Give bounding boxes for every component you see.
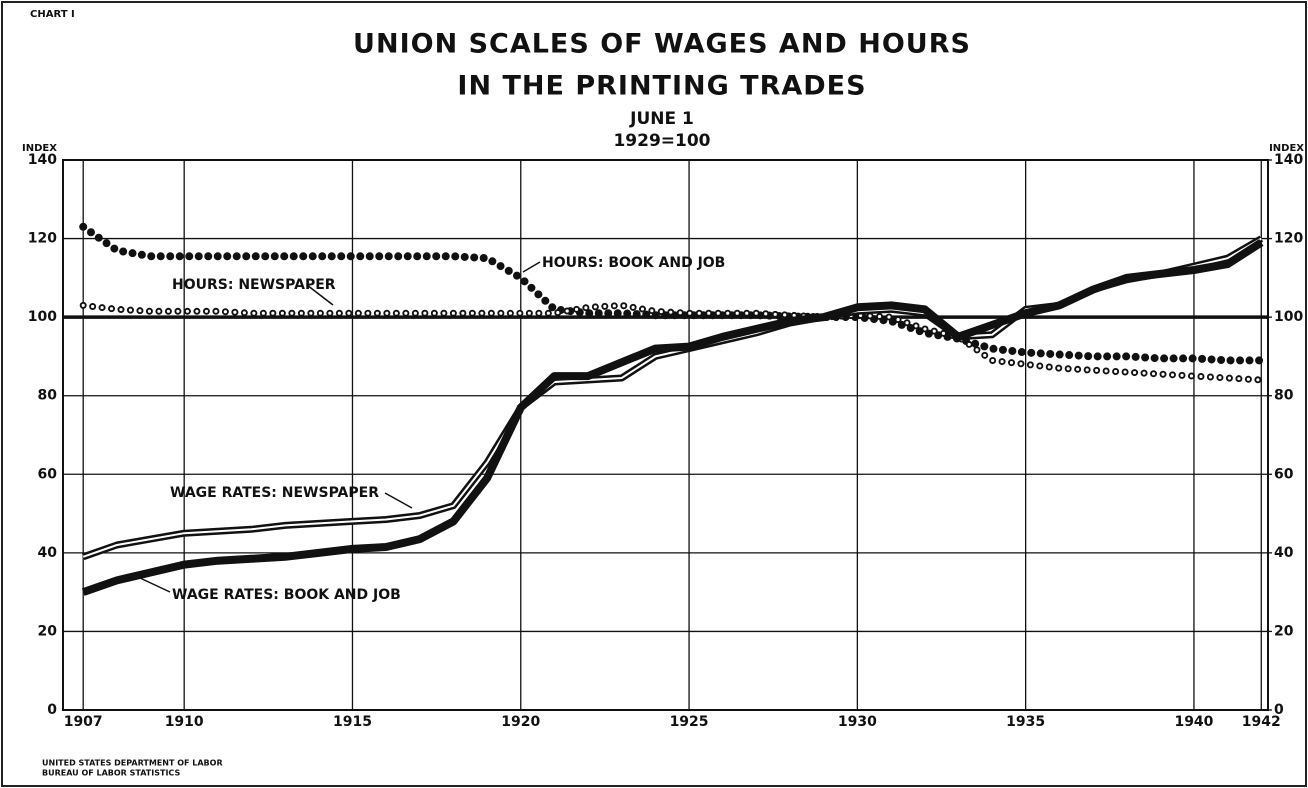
y-axis-label: INDEX [22,143,57,154]
y2-tick-label: 40 [1274,545,1294,561]
y2-tick-label: 120 [1274,231,1303,247]
y-tick-label: 60 [38,466,58,482]
y2-tick-label: 60 [1274,466,1294,482]
series-label: WAGE RATES: BOOK AND JOB [172,587,401,603]
series-line-inner [81,303,1263,382]
y-tick-label: 40 [38,545,58,561]
series-line [81,239,1264,596]
x-tick-label: 1935 [1006,714,1045,730]
y-tick-label: 80 [38,388,58,404]
y2-tick-label: 140 [1274,152,1303,168]
y-tick-label: 140 [28,152,57,168]
annotation-leader [384,492,413,509]
x-tick-label: 1915 [333,714,372,730]
x-tick-label: 1920 [501,714,540,730]
annotation-leader [522,261,541,273]
y-tick-label: 20 [38,623,58,639]
x-tick-label: 1907 [64,714,103,730]
chart-subtitle: JUNE 1 [629,109,694,129]
x-tick-label: 1925 [670,714,709,730]
y2-axis-label: INDEX [1269,143,1304,154]
source: UNITED STATES DEPARTMENT OF LABOR [42,759,223,768]
x-tick-label: 1940 [1174,714,1213,730]
chart-title: IN THE PRINTING TRADES [457,71,866,102]
y2-tick-label: 100 [1274,309,1303,325]
series-label: WAGE RATES: NEWSPAPER [170,485,379,501]
y-tick-label: 120 [28,231,57,247]
chart-label: CHART I [30,9,75,20]
annotation-leader [139,577,171,593]
y-tick-label: 0 [47,702,57,718]
series-label: HOURS: BOOK AND JOB [542,255,725,271]
y2-tick-label: 0 [1274,702,1284,718]
annotation-leader [306,284,334,306]
x-tick-label: 1930 [838,714,877,730]
y2-tick-label: 80 [1274,388,1294,404]
x-tick-label: 1910 [165,714,204,730]
series-label: HOURS: NEWSPAPER [172,277,336,293]
chart-title: UNION SCALES OF WAGES AND HOURS [353,29,971,60]
source: BUREAU OF LABOR STATISTICS [42,769,180,778]
chart-subtitle: 1929=100 [613,131,710,151]
y2-tick-label: 20 [1274,623,1294,639]
x-tick-label: 1942 [1242,714,1281,730]
y-tick-label: 100 [28,309,57,325]
plot-lines [79,222,1266,596]
